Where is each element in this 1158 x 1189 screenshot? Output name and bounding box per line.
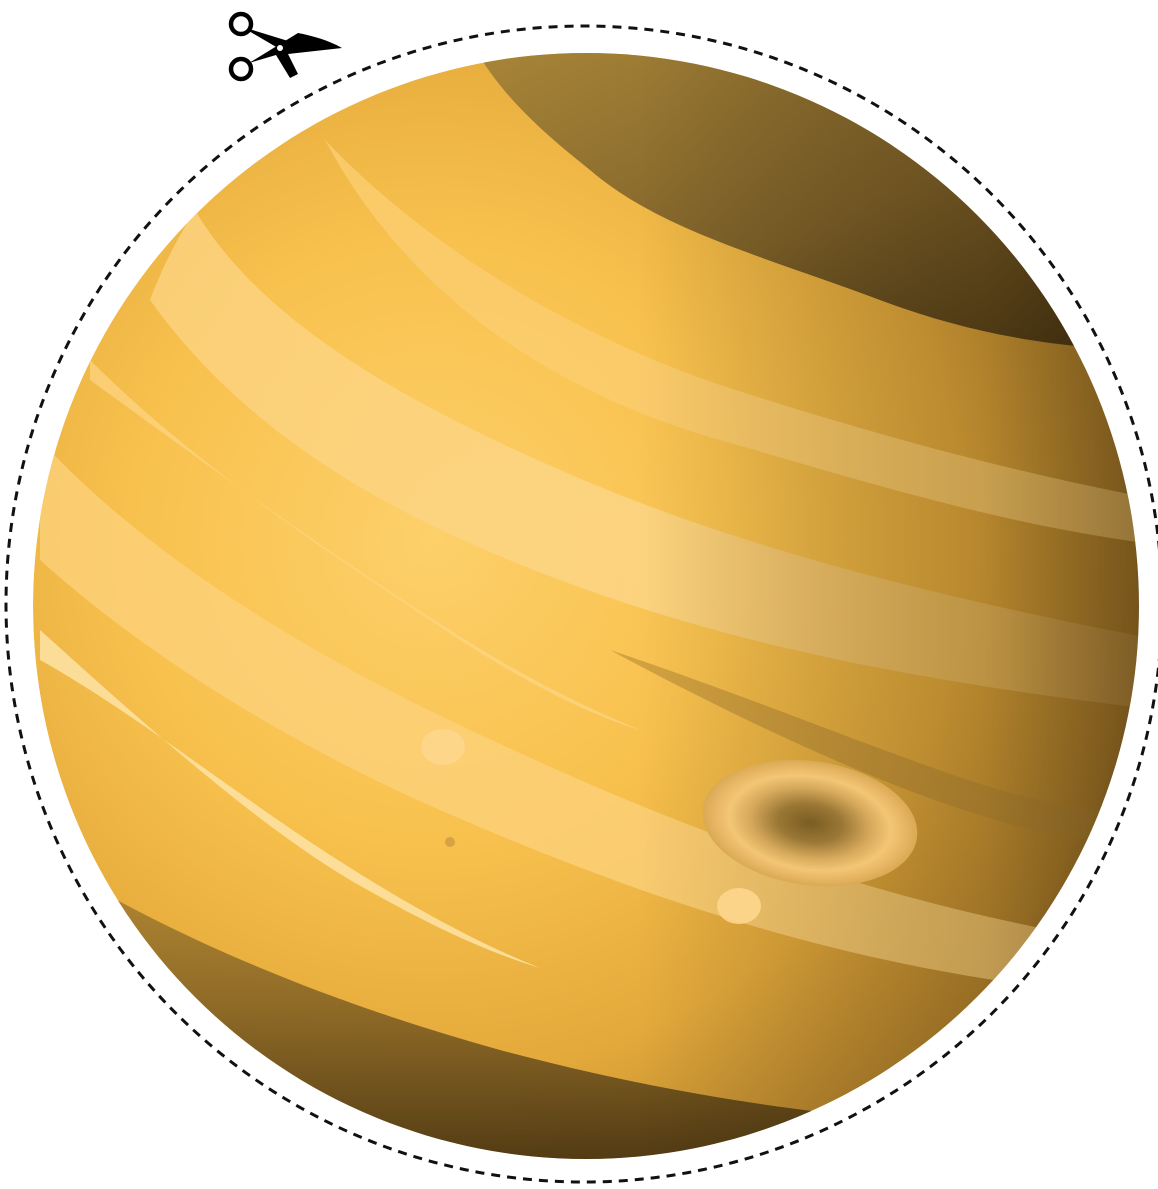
scissors-icon <box>228 11 342 82</box>
planet-storm-spot <box>702 759 918 887</box>
dashed-cut-line <box>4 24 1158 1184</box>
planet-tiny-dot <box>445 837 455 847</box>
planet-small-oval-2 <box>717 888 761 924</box>
planet-small-oval-1 <box>421 729 465 765</box>
